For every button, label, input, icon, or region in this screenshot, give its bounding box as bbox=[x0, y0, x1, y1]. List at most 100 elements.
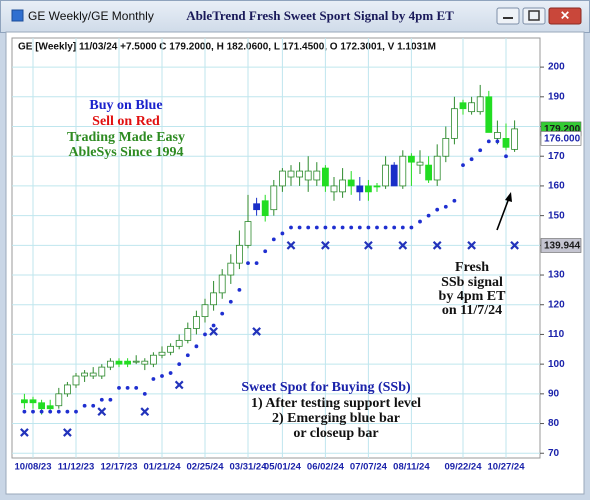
support-dot bbox=[349, 225, 354, 230]
candle-body bbox=[347, 179, 355, 187]
price-tag-label: 139.944 bbox=[544, 241, 581, 252]
support-dot bbox=[495, 139, 500, 144]
support-dot bbox=[108, 397, 113, 402]
support-dot bbox=[409, 225, 414, 230]
candle-body bbox=[321, 167, 329, 187]
candle-body bbox=[210, 292, 218, 306]
support-dot bbox=[142, 391, 147, 396]
annotation: or closeup bar bbox=[293, 426, 378, 441]
candle-body bbox=[278, 170, 286, 187]
x-tick-label: 10/08/23 bbox=[15, 462, 52, 473]
y-tick-label: 100 bbox=[548, 359, 565, 370]
support-dot bbox=[366, 225, 371, 230]
x-marker bbox=[510, 240, 519, 250]
x-marker bbox=[174, 380, 184, 390]
x-marker bbox=[140, 407, 150, 417]
y-tick-label: 170 bbox=[548, 151, 565, 162]
candle-body bbox=[373, 185, 381, 188]
y-tick-label: 130 bbox=[548, 270, 565, 281]
window-tab[interactable]: GE Weekly/GE Monthly bbox=[28, 9, 154, 23]
annotation: Sweet Spot for Buying (SSb) bbox=[241, 380, 411, 395]
close-button[interactable] bbox=[548, 7, 582, 25]
support-dot bbox=[504, 154, 508, 159]
x-tick-label: 12/17/23 bbox=[101, 462, 138, 473]
candle-body bbox=[201, 304, 209, 318]
candle-body bbox=[115, 360, 123, 365]
minimize-button[interactable] bbox=[496, 7, 520, 25]
candle-body bbox=[304, 170, 312, 181]
candle-body bbox=[425, 164, 433, 181]
candle-body bbox=[218, 274, 226, 294]
annotation: by 4pm ET bbox=[439, 289, 507, 304]
x-marker bbox=[364, 240, 373, 250]
annotation: Trading Made Easy bbox=[67, 130, 185, 145]
support-dot bbox=[65, 409, 70, 414]
x-marker bbox=[286, 240, 296, 250]
y-tick-label: 70 bbox=[548, 448, 560, 459]
x-marker bbox=[63, 428, 72, 437]
support-dot bbox=[289, 225, 293, 230]
y-tick-label: 80 bbox=[548, 418, 560, 429]
price-tag-label: 179.200 bbox=[544, 124, 581, 135]
x-marker bbox=[398, 240, 408, 250]
support-dot bbox=[194, 344, 199, 349]
quote-header: GE [Weekly] 11/03/24 +7.5000 C 179.2000,… bbox=[18, 42, 436, 53]
support-dot bbox=[160, 374, 164, 378]
plot-area bbox=[11, 37, 541, 459]
candle-body bbox=[433, 155, 441, 181]
candle-body bbox=[158, 351, 166, 356]
candle-body bbox=[442, 137, 450, 157]
support-dot bbox=[31, 409, 35, 414]
support-dot bbox=[177, 362, 182, 367]
candle-body bbox=[89, 372, 97, 377]
annotation: 1) After testing support level bbox=[251, 396, 421, 411]
support-dot bbox=[39, 409, 44, 414]
title-bar bbox=[0, 0, 590, 33]
candle-body bbox=[399, 155, 407, 187]
support-dot bbox=[443, 204, 448, 209]
candle-body bbox=[270, 185, 278, 211]
x-marker bbox=[467, 240, 476, 250]
support-dot bbox=[306, 225, 311, 230]
support-dot bbox=[125, 386, 130, 390]
grid bbox=[12, 38, 540, 458]
annotation: Fresh bbox=[455, 260, 489, 275]
x-marker bbox=[20, 428, 29, 437]
x-tick-label: 10/27/24 bbox=[488, 462, 526, 473]
support-dot bbox=[314, 225, 319, 230]
support-dot bbox=[211, 323, 216, 328]
candle-body bbox=[468, 102, 476, 113]
candle-body bbox=[81, 372, 88, 377]
support-dot bbox=[375, 225, 379, 230]
chart-title: AbleTrend Fresh Sweet Sport Signal by 4p… bbox=[186, 8, 454, 23]
price-tag-label: 176.000 bbox=[544, 134, 581, 145]
y-tick-label: 150 bbox=[548, 210, 565, 221]
candle-body bbox=[55, 393, 63, 407]
candle-body bbox=[356, 185, 364, 193]
candle-body bbox=[184, 328, 192, 341]
x-tick-label: 11/12/23 bbox=[58, 462, 94, 473]
support-dot bbox=[237, 287, 242, 292]
candle-body bbox=[175, 339, 183, 347]
x-marker bbox=[97, 407, 107, 417]
candle-body bbox=[107, 360, 114, 368]
candle-body bbox=[141, 360, 149, 365]
support-dot bbox=[117, 386, 121, 390]
candle-body bbox=[339, 179, 347, 193]
candle-body bbox=[46, 405, 54, 410]
candle-body bbox=[364, 185, 372, 193]
candle-body bbox=[287, 170, 295, 178]
candle-body bbox=[330, 185, 338, 193]
candle-body bbox=[124, 360, 131, 365]
support-dot bbox=[220, 311, 225, 316]
price-tag bbox=[540, 131, 582, 146]
candle-body bbox=[313, 170, 321, 181]
support-dot bbox=[82, 403, 87, 408]
support-dot bbox=[56, 409, 61, 414]
support-dot bbox=[461, 163, 465, 168]
support-dot bbox=[280, 231, 285, 236]
candle-body bbox=[64, 384, 71, 395]
x-marker bbox=[321, 240, 330, 250]
support-dot bbox=[418, 219, 422, 224]
